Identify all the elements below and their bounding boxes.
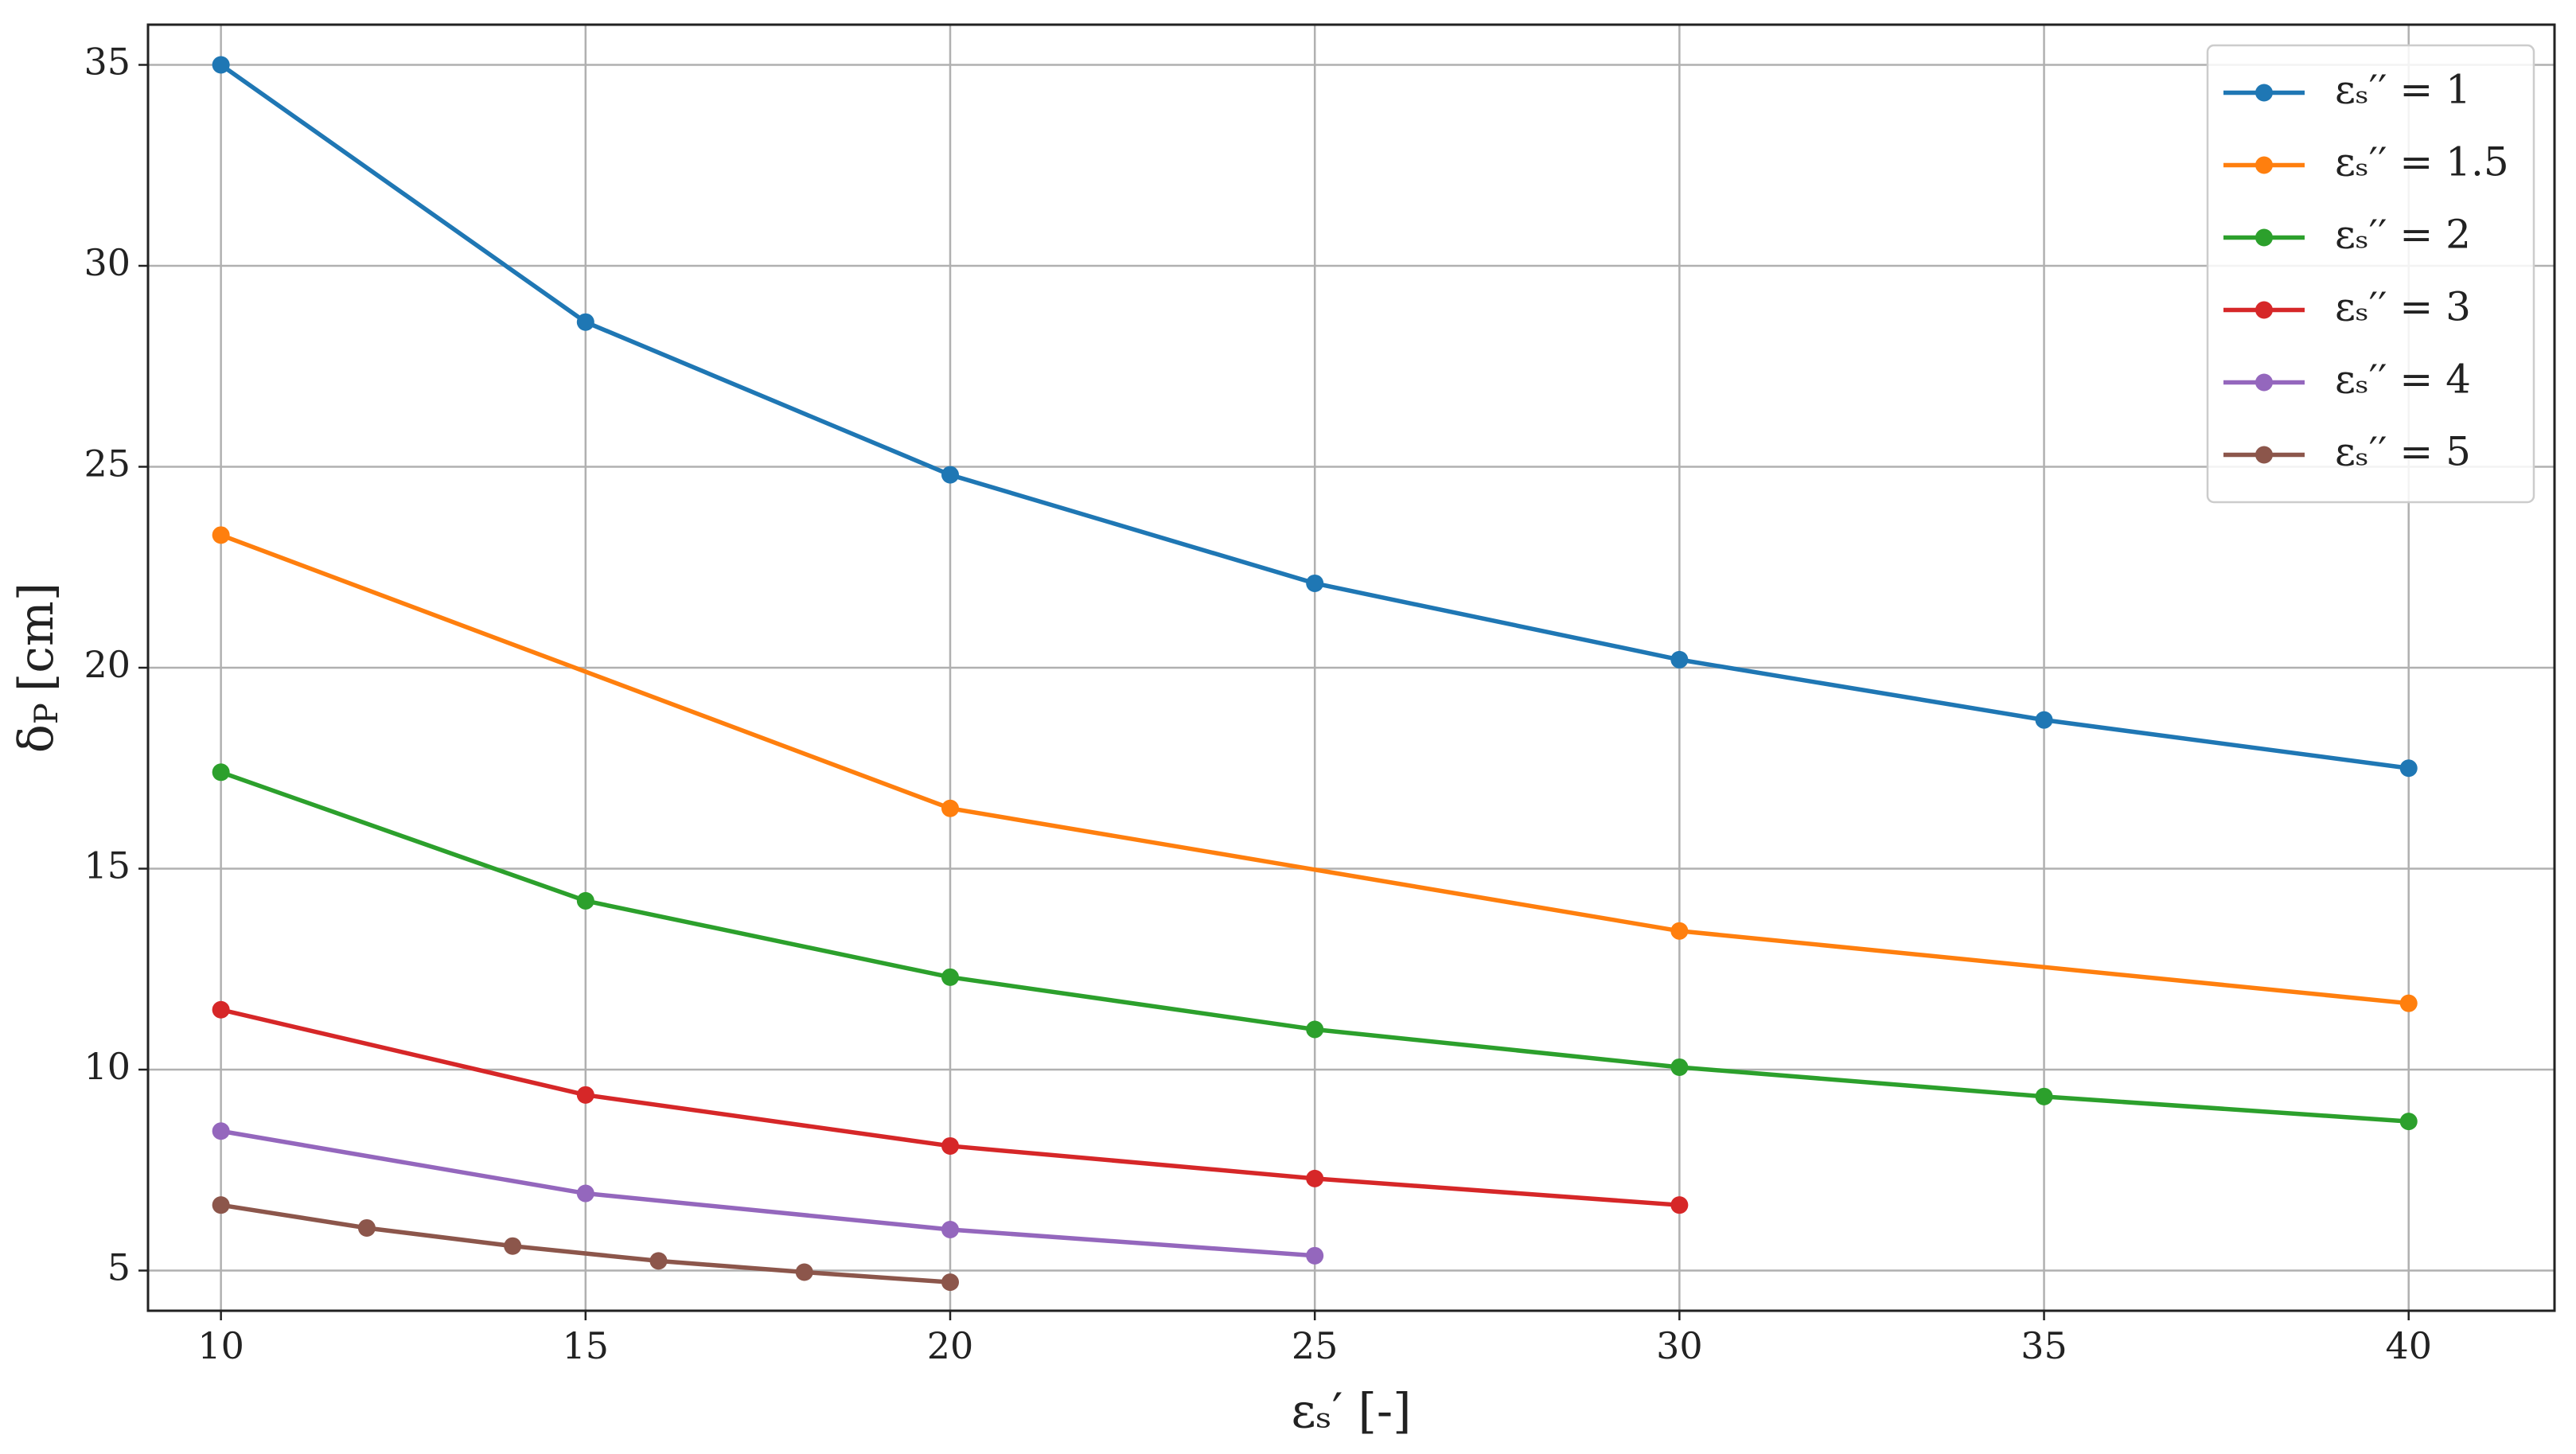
y-tick-label: 10 xyxy=(84,1045,131,1088)
y-tick-label: 25 xyxy=(84,442,131,485)
data-point xyxy=(2399,759,2418,778)
data-point xyxy=(2399,994,2418,1012)
data-point xyxy=(1670,1058,1689,1076)
data-point xyxy=(1306,574,1324,592)
data-point xyxy=(576,313,594,331)
legend-text: εₛ′′ = 5 xyxy=(2335,429,2471,475)
data-point xyxy=(1670,922,1689,940)
data-point xyxy=(212,526,230,544)
data-point xyxy=(212,1000,230,1019)
series-line xyxy=(220,1129,1315,1258)
data-point xyxy=(2035,1087,2053,1105)
x-tick-label: 40 xyxy=(2385,1324,2432,1367)
data-point xyxy=(941,1136,959,1155)
data-point xyxy=(576,1086,594,1104)
y-label-symbol: δ xyxy=(9,724,64,753)
legend-marker xyxy=(2255,156,2273,174)
y-axis-label: δP [cm] xyxy=(9,583,65,753)
data-point xyxy=(1306,1169,1324,1187)
legend-text: εₛ′′ = 2 xyxy=(2335,212,2471,258)
x-tick-label: 30 xyxy=(1656,1324,1703,1367)
legend-marker xyxy=(2255,301,2273,319)
data-point xyxy=(1670,650,1689,669)
data-point xyxy=(941,968,959,986)
data-point xyxy=(1306,1246,1324,1265)
data-point xyxy=(1306,1020,1324,1039)
legend: εₛ′′ = 1 εₛ′′ = 1.5 εₛ′′ = 2 εₛ′′ = 3 εₛ′′ =… xyxy=(2206,44,2535,504)
legend-text: εₛ′′ = 4 xyxy=(2335,357,2471,403)
data-point xyxy=(2035,711,2053,729)
series-line xyxy=(220,532,2410,1006)
y-label-unit: [cm] xyxy=(9,583,64,692)
data-point xyxy=(576,1184,594,1203)
legend-marker xyxy=(2255,228,2273,247)
y-tick-label: 5 xyxy=(107,1246,131,1289)
plot-frame xyxy=(146,23,2556,1312)
y-tick-label: 15 xyxy=(84,844,131,887)
legend-box xyxy=(2206,44,2535,504)
x-tick-label: 35 xyxy=(2021,1324,2067,1367)
data-point xyxy=(504,1237,522,1255)
data-point xyxy=(2399,1113,2418,1131)
x-axis-label: εₛ′ [-] xyxy=(1291,1384,1411,1440)
series-line xyxy=(220,1203,951,1284)
y-label-subscript: P xyxy=(29,703,65,724)
data-point xyxy=(649,1252,668,1270)
legend-text: εₛ′′ = 3 xyxy=(2335,284,2471,330)
y-tick-label: 20 xyxy=(84,643,131,686)
data-point xyxy=(941,466,959,484)
legend-text: εₛ′′ = 1.5 xyxy=(2335,139,2509,185)
legend-text: εₛ′′ = 1 xyxy=(2335,67,2471,113)
data-point xyxy=(941,1273,959,1292)
data-point xyxy=(357,1218,376,1237)
y-tick-label: 35 xyxy=(84,41,131,84)
legend-marker xyxy=(2255,446,2273,464)
data-point xyxy=(212,1122,230,1140)
x-tick-label: 20 xyxy=(927,1324,974,1367)
y-tick-label: 30 xyxy=(84,241,131,284)
data-point xyxy=(212,56,230,74)
data-point xyxy=(941,1220,959,1238)
data-point xyxy=(212,1196,230,1214)
data-point xyxy=(1670,1196,1689,1214)
legend-marker xyxy=(2255,84,2273,102)
x-tick-label: 25 xyxy=(1292,1324,1339,1367)
data-point xyxy=(941,799,959,817)
data-point xyxy=(576,891,594,910)
legend-marker xyxy=(2255,373,2273,392)
data-point xyxy=(212,763,230,782)
x-tick-label: 10 xyxy=(197,1324,244,1367)
x-tick-label: 15 xyxy=(563,1324,610,1367)
data-point xyxy=(795,1263,813,1281)
